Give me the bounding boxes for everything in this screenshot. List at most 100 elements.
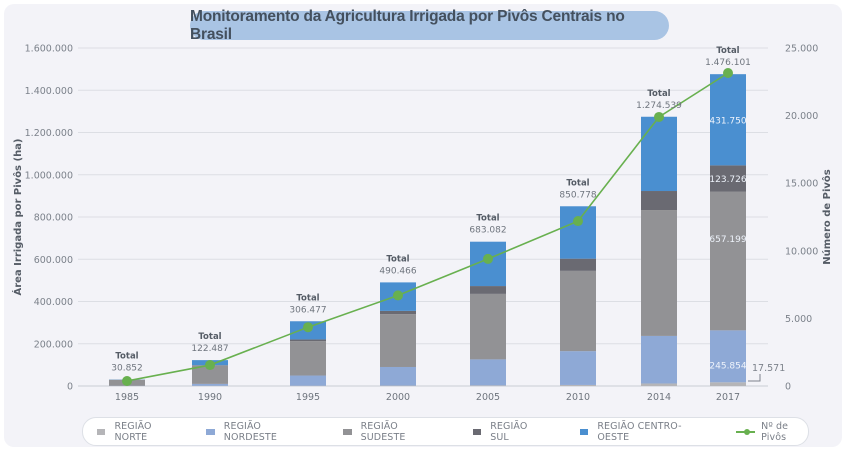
bar-segment-regi-o-sul (710, 165, 746, 192)
legend-item[interactable]: REGIÃO CENTRO-OESTE (579, 420, 697, 443)
total-title: Total (647, 89, 670, 99)
y-tick-label: 1.200.000 (25, 128, 73, 139)
legend-swatch-icon (97, 428, 106, 435)
bar-segment-regi-o-norte (710, 382, 746, 386)
y2-tick-label: 10.000 (785, 246, 818, 257)
segment-labels: 17.571 245.854 657.199 123.726 431.750 (709, 116, 785, 382)
segment-label-nordeste: 245.854 (709, 361, 746, 371)
bar-segment-regi-o-sudeste (641, 210, 677, 336)
y-tick-label: 0 (67, 382, 73, 393)
bar-segment-regi-o-sudeste (710, 191, 746, 331)
y-tick-label: 1.600.000 (25, 44, 73, 55)
segment-label-sudeste: 657.199 (709, 235, 746, 245)
legend-item[interactable]: REGIÃO SUL (472, 420, 540, 443)
leader-line (748, 374, 761, 382)
legend-label: REGIÃO CENTRO-OESTE (597, 420, 682, 443)
x-tick-label: 1985 (115, 392, 139, 403)
pivots-line (122, 68, 733, 386)
pivots-point (723, 68, 733, 79)
pivots-point (303, 322, 313, 333)
legend-label: REGIÃO SUL (490, 420, 528, 443)
total-title: Total (296, 293, 319, 303)
x-tick-label: 1990 (198, 392, 222, 403)
bar-segment-regi-o-nordeste (710, 330, 746, 383)
legend-item[interactable]: REGIÃO NORTE (97, 421, 176, 443)
x-tick-label: 2010 (566, 392, 590, 403)
legend-label: Nº de Pivôs (761, 420, 789, 443)
pivots-point (483, 253, 493, 264)
bar-segment-regi-o-sul (560, 258, 596, 271)
legend: REGIÃO NORTE REGIÃO NORDESTE REGIÃO SUDEST… (82, 417, 809, 446)
total-title: Total (566, 178, 589, 188)
total-value: 683.082 (469, 226, 506, 236)
bar-segment-regi-o-norte (560, 384, 596, 386)
x-tick-label: 2005 (476, 392, 500, 403)
pivots-point (654, 111, 664, 122)
pivots-line-path (126, 72, 729, 382)
y2-tick-label: 15.000 (785, 179, 818, 190)
legend-item[interactable]: Nº de Pivôs (736, 421, 808, 443)
y2-tick-label: 0 (785, 382, 791, 393)
bar-segment-regi-o-centro-oeste (710, 74, 746, 166)
bar-segment-regi-o-centro-oeste (560, 206, 596, 259)
total-title: Total (716, 46, 739, 56)
total-title: Total (115, 351, 138, 361)
bar-segment-regi-o-centro-oeste (641, 116, 677, 192)
bar-segment-regi-o-sul (470, 286, 506, 294)
total-value: 306.477 (289, 305, 326, 315)
y2-axis-label: Número de Pivôs (821, 169, 833, 265)
total-value: 30.852 (111, 363, 143, 373)
y2-tick-label: 20.000 (785, 111, 818, 122)
bars (109, 74, 746, 386)
y-tick-label: 600.000 (34, 255, 73, 266)
total-title: Total (386, 254, 409, 264)
x-tick-label: 1995 (296, 392, 320, 403)
total-value: 122.487 (191, 344, 228, 354)
chart-title: Monitoramento da Agricultura Irrigada po… (190, 8, 669, 43)
y-tick-label: 400.000 (34, 297, 73, 308)
total-value: 850.778 (559, 190, 596, 200)
legend-label: REGIÃO SUDESTE (360, 420, 406, 443)
pivots-point (393, 290, 403, 301)
bar-segment-regi-o-nordeste (470, 359, 506, 386)
x-tick-label: 2000 (386, 392, 410, 403)
x-axis-ticks: 1985 1990 1995 2000 2005 2010 2014 2017 (115, 392, 740, 403)
segment-label-sul: 123.726 (709, 175, 746, 185)
bar-segment-regi-o-sul (380, 310, 416, 315)
bar-segment-regi-o-nordeste (641, 335, 677, 384)
y-axis-label: Área Irrigada por Pivôs (ha) (11, 138, 24, 295)
segment-label-norte: 17.571 (752, 363, 785, 374)
x-tick-label: 2017 (716, 392, 740, 403)
y-tick-label: 1.400.000 (25, 86, 73, 97)
legend-item[interactable]: REGIÃO SUDESTE (343, 421, 433, 443)
bar-segment-regi-o-sudeste (470, 293, 506, 360)
total-value: 1.274.539 (636, 101, 682, 111)
x-tick-label: 2014 (647, 392, 671, 403)
y-tick-label: 1.000.000 (25, 170, 73, 181)
bar-segment-regi-o-sudeste (560, 270, 596, 352)
legend-swatch-icon (579, 428, 589, 435)
legend-swatch-icon (343, 428, 352, 435)
y-tick-label: 200.000 (34, 339, 73, 350)
bar-segment-regi-o-norte (641, 383, 677, 386)
bar-segment-regi-o-nordeste (380, 366, 416, 386)
bar-segment-regi-o-norte (470, 385, 506, 386)
legend-swatch-icon (206, 428, 215, 435)
bar-segment-regi-o-sul (641, 191, 677, 211)
legend-swatch-icon (472, 428, 482, 435)
total-title: Total (476, 214, 499, 224)
bar-segment-regi-o-nordeste (192, 383, 228, 386)
bar-segment-regi-o-sudeste (290, 341, 326, 376)
bar-segment-regi-o-sul (290, 339, 326, 342)
pivots-point (122, 375, 132, 386)
pivots-point (205, 360, 215, 371)
total-value: 1.476.101 (705, 58, 751, 68)
legend-item[interactable]: REGIÃO NORDESTE (206, 421, 303, 443)
legend-line-icon (736, 428, 756, 435)
y2-tick-label: 5.000 (785, 314, 812, 325)
legend-label: REGIÃO NORDESTE (223, 420, 277, 443)
chart-frame (4, 4, 842, 447)
pivots-point (573, 216, 583, 227)
legend-label: REGIÃO NORTE (114, 420, 152, 443)
